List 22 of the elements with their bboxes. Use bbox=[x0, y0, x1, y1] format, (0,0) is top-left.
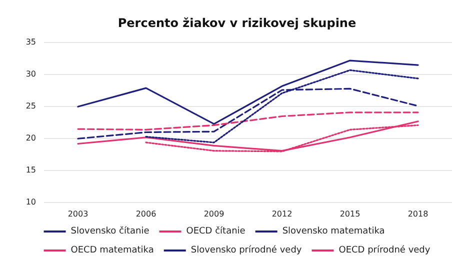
y-tick-label: 20 bbox=[26, 134, 36, 142]
y-tick-label: 25 bbox=[26, 102, 36, 110]
y-tick-label: 30 bbox=[26, 70, 36, 78]
line-series bbox=[77, 120, 419, 152]
legend-label: OECD čítanie bbox=[186, 226, 246, 236]
legend-label: Slovensko matematika bbox=[282, 226, 385, 236]
legend-label: OECD matematika bbox=[70, 246, 154, 256]
x-tick-label: 2006 bbox=[136, 210, 156, 218]
line-series bbox=[77, 112, 419, 130]
legend-label: Slovensko prírodné vedy bbox=[190, 244, 302, 256]
chart-title: Percento žiakov v rizikovej skupine bbox=[118, 16, 356, 30]
x-tick-label: 2009 bbox=[204, 210, 224, 218]
y-tick-label: 15 bbox=[26, 166, 36, 174]
y-tick-label: 10 bbox=[26, 198, 36, 206]
legend-label: OECD prírodné vedy bbox=[338, 244, 431, 256]
x-tick-label: 2003 bbox=[68, 210, 88, 218]
legend-label: Slovensko čítanie bbox=[70, 226, 150, 236]
x-tick-label: 2015 bbox=[340, 210, 360, 218]
line-series bbox=[77, 60, 419, 125]
x-tick-label: 2012 bbox=[272, 210, 292, 218]
x-tick-label: 2018 bbox=[408, 210, 428, 218]
y-tick-label: 35 bbox=[26, 38, 36, 46]
